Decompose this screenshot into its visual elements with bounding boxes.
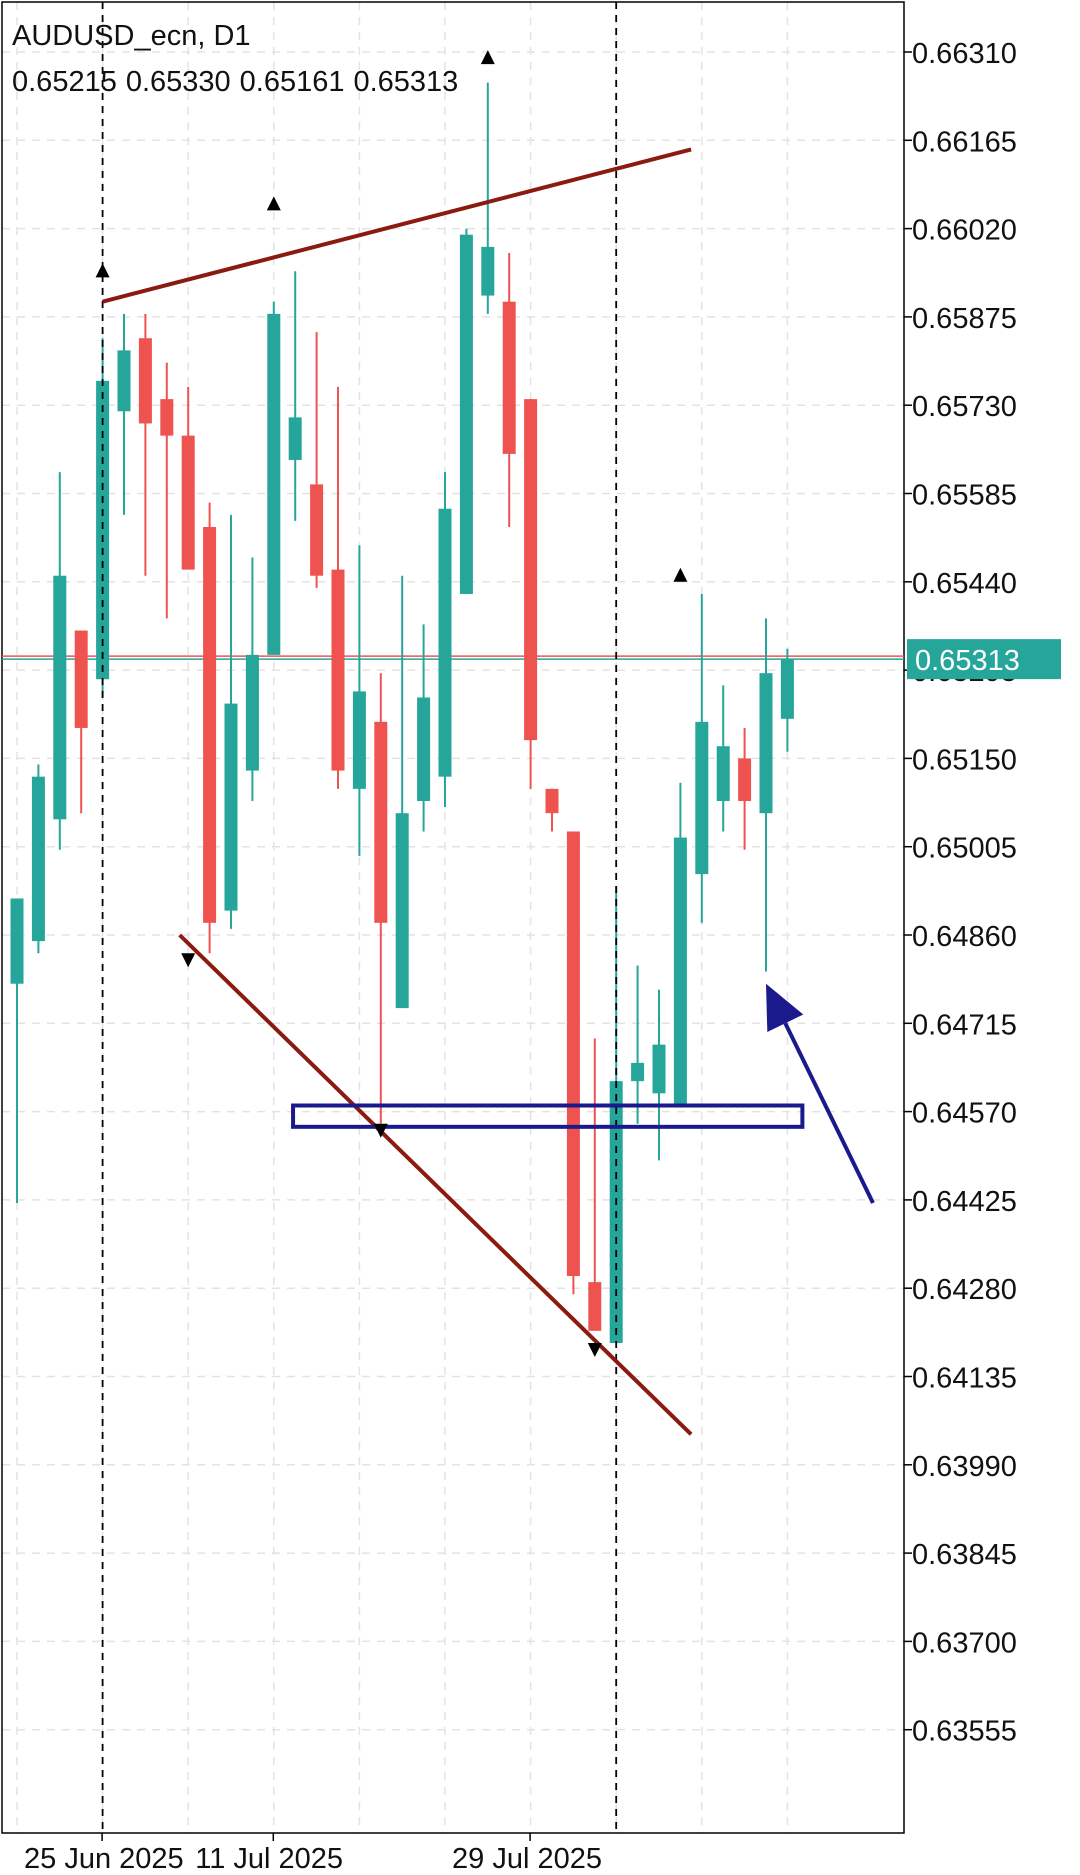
candle-body-bull — [459, 234, 473, 594]
candle-body-bear — [181, 435, 195, 570]
candle-body-bull — [652, 1044, 666, 1094]
axes — [1, 1, 912, 1841]
y-tick-label: 0.64425 — [912, 1186, 1017, 1218]
y-tick-label: 0.65585 — [912, 480, 1017, 512]
fractal-up-marker — [480, 50, 495, 65]
fractal-down-marker — [373, 1123, 388, 1138]
ohlc-low: 0.65161 — [239, 66, 345, 98]
y-tick-label: 0.63845 — [912, 1539, 1017, 1571]
candle-body-bear — [160, 399, 174, 436]
candle-body-bull — [96, 380, 110, 680]
candle-body-bear — [374, 721, 388, 923]
y-tick-label: 0.65440 — [912, 568, 1017, 600]
ohlc-close: 0.65313 — [353, 66, 459, 98]
price-lines — [2, 655, 904, 660]
x-tick-label: 11 Jul 2025 — [195, 1843, 343, 1875]
candle-body-bear — [502, 301, 516, 454]
timeframe: D1 — [213, 20, 251, 52]
overlays — [95, 2, 875, 1833]
candle-body-bull — [267, 313, 281, 655]
candle-body-bear — [738, 758, 752, 802]
candle-body-bull — [53, 575, 67, 820]
candle-body-bear — [74, 630, 88, 728]
fractal-up-marker — [266, 196, 281, 211]
candle-body-bull — [117, 350, 131, 412]
fractal-down-marker — [587, 1343, 602, 1358]
ohlc-high: 0.65330 — [125, 66, 231, 98]
candle-body-bear — [310, 484, 324, 576]
y-tick-label: 0.65150 — [912, 744, 1017, 776]
current-price-label: 0.65313 — [915, 645, 1020, 677]
ohlc-open: 0.65215 — [12, 66, 117, 98]
y-tick-label: 0.66310 — [912, 38, 1017, 70]
grid — [2, 2, 904, 1833]
candle-body-bull — [695, 721, 709, 875]
trendline — [178, 933, 693, 1436]
chart-symbol-title: AUDUSD_ecn, D1 — [12, 20, 251, 52]
fractal-down-marker — [181, 953, 196, 968]
candle-body-bear — [545, 788, 559, 814]
y-tick-label: 0.64570 — [912, 1098, 1017, 1130]
symbol-name: AUDUSD_ecn — [12, 20, 198, 52]
candle-body-bull — [673, 837, 687, 1106]
y-tick-label: 0.63700 — [912, 1627, 1017, 1659]
y-tick-label: 0.63990 — [912, 1451, 1017, 1483]
ohlc-readout: 0.65215 0.65330 0.65161 0.65313 — [12, 66, 467, 99]
x-tick-label: 29 Jul 2025 — [452, 1843, 602, 1875]
candle-body-bear — [138, 338, 152, 424]
y-tick-label: 0.65875 — [912, 303, 1017, 335]
fractal-up-marker — [673, 567, 688, 582]
candle-body-bull — [417, 697, 431, 802]
annotation-arrow-shaft — [783, 1022, 875, 1204]
candle-body-bull — [352, 691, 366, 789]
candle-body-bull — [245, 654, 259, 771]
candle-body-bull — [631, 1062, 645, 1082]
candle-body-bull — [481, 246, 495, 296]
candle-body-bear — [331, 569, 345, 771]
y-tick-label: 0.64860 — [912, 921, 1017, 953]
candle-body-bull — [224, 703, 238, 911]
y-tick-label: 0.64280 — [912, 1274, 1017, 1306]
y-tick-label: 0.63555 — [912, 1716, 1017, 1748]
candle-body-bull — [288, 417, 302, 461]
plot-frame — [1, 1, 905, 1834]
trendline — [102, 147, 692, 304]
candle-body-bull — [438, 508, 452, 777]
current-price-tag — [907, 639, 1061, 680]
y-tick-label: 0.64135 — [912, 1363, 1017, 1395]
y-tick-label: 0.65005 — [912, 833, 1017, 865]
annotation-arrow-head — [766, 983, 804, 1033]
candles — [10, 82, 794, 1344]
candle-body-bear — [566, 831, 580, 1277]
y-tick-label: 0.65730 — [912, 391, 1017, 423]
candle-body-bear — [588, 1282, 602, 1331]
candle-body-bear — [203, 526, 217, 923]
candle-body-bull — [10, 898, 24, 984]
y-tick-label: 0.66165 — [912, 126, 1017, 158]
candle-body-bull — [31, 776, 45, 942]
candle-body-bull — [759, 673, 773, 814]
candle-body-bear — [524, 399, 538, 741]
candle-body-bull — [780, 659, 794, 719]
x-tick-label: 25 Jun 2025 — [24, 1843, 184, 1875]
fractal-up-marker — [95, 263, 110, 278]
axis-labels: 0.66310 0.66165 0.66020 0.65875 0.65730 0.655… — [24, 38, 1061, 1875]
support-zone-box — [291, 1103, 805, 1129]
candle-body-bull — [716, 746, 730, 802]
y-tick-label: 0.64715 — [912, 1009, 1017, 1041]
candle-body-bull — [395, 813, 409, 1009]
y-tick-label: 0.66020 — [912, 215, 1017, 247]
